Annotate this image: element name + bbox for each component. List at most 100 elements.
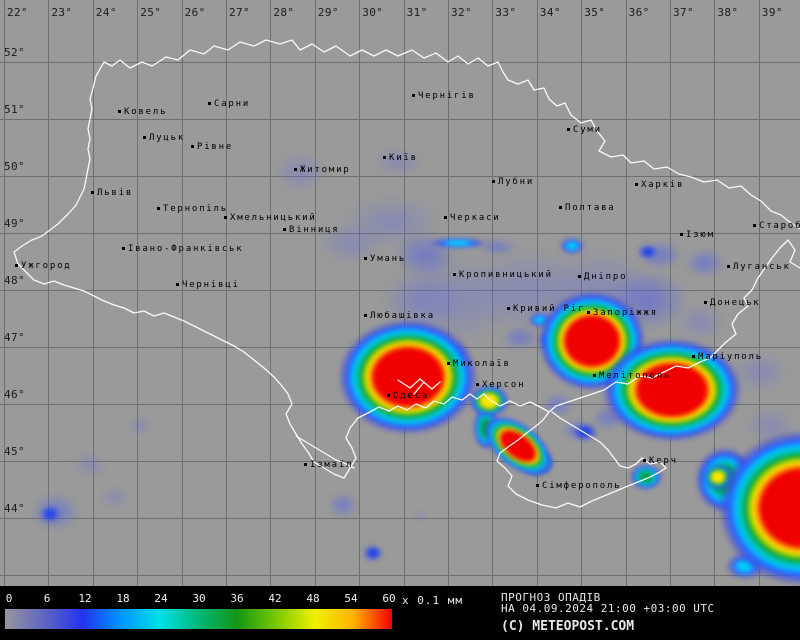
city-label: Вінниця <box>289 225 340 235</box>
meridian-line <box>758 0 760 586</box>
precip-cell-green <box>630 464 662 490</box>
dnipro-estuary-line <box>397 378 441 395</box>
city-dot <box>15 264 18 267</box>
meridian-line <box>359 0 361 586</box>
parallel-line <box>0 461 800 462</box>
longitude-label: 38° <box>717 6 739 19</box>
forecast-title: ПРОГНОЗ ОПАДІВ <box>501 591 601 604</box>
longitude-label: 26° <box>184 6 206 19</box>
precip-cell-blue <box>362 544 384 562</box>
city-label: Миколаїв <box>453 359 511 369</box>
longitude-label: 23° <box>51 6 73 19</box>
city-label: Чернівці <box>182 280 240 290</box>
city-label: Полтава <box>565 203 616 213</box>
city-dot <box>412 94 415 97</box>
scale-tick-label: 60 <box>382 592 396 605</box>
city-label: Дніпро <box>584 272 628 282</box>
longitude-label: 34° <box>539 6 561 19</box>
city-dot <box>118 110 121 113</box>
city-label: Житомир <box>300 165 351 175</box>
country-border-layer <box>13 39 800 509</box>
precip-cell-blue <box>637 244 659 260</box>
city-dot <box>208 102 211 105</box>
meridian-line <box>314 0 316 586</box>
scale-tick-label: 12 <box>78 592 92 605</box>
precip-cell-soft <box>328 493 358 517</box>
meridian-line <box>92 0 94 586</box>
city-label: Маріуполь <box>698 352 763 362</box>
parallel-line <box>0 62 800 63</box>
city-label: Херсон <box>482 380 526 390</box>
meridian-line <box>536 0 538 586</box>
city-label: Суми <box>573 125 602 135</box>
city-label: Чернігів <box>418 91 476 101</box>
city-dot <box>176 283 179 286</box>
city-dot <box>704 301 707 304</box>
latitude-label: 44° <box>4 502 26 515</box>
longitude-label: 37° <box>673 6 695 19</box>
longitude-label: 30° <box>362 6 384 19</box>
precip-cell-red <box>602 338 742 442</box>
longitude-label: 28° <box>273 6 295 19</box>
precip-cell-blue <box>39 505 61 523</box>
scale-tick-label: 42 <box>268 592 282 605</box>
longitude-label: 36° <box>628 6 650 19</box>
city-dot <box>283 228 286 231</box>
forecast-valid-time: НА 04.09.2024 21:00 +03:00 UTC <box>501 602 715 615</box>
city-dot <box>447 362 450 365</box>
longitude-label: 22° <box>7 6 29 19</box>
parallel-line <box>0 119 800 120</box>
precip-cell-faint <box>318 223 382 263</box>
city-label: Сарни <box>214 99 251 109</box>
city-dot <box>643 459 646 462</box>
latitude-label: 47° <box>4 331 26 344</box>
city-label: Львів <box>97 188 134 198</box>
longitude-label: 33° <box>495 6 517 19</box>
city-dot <box>304 463 307 466</box>
meridian-line <box>270 0 272 586</box>
precip-cell-faint <box>380 272 460 328</box>
city-dot <box>143 136 146 139</box>
city-dot <box>567 128 570 131</box>
scale-tick-label: 30 <box>192 592 206 605</box>
city-label: Кропивницький <box>459 270 553 280</box>
meridian-line <box>448 0 449 586</box>
city-label: Лубни <box>498 177 535 187</box>
precip-cell-faint <box>274 152 326 192</box>
city-label: Черкаси <box>450 213 501 223</box>
city-dot <box>578 275 581 278</box>
scale-tick-label: 18 <box>116 592 130 605</box>
copyright-label: (C) METEOPOST.COM <box>501 619 635 634</box>
scale-tick-label: 48 <box>306 592 320 605</box>
precip-cell-cyan <box>559 237 585 255</box>
scale-tick-label: 0 <box>5 592 13 605</box>
city-dot <box>536 484 539 487</box>
city-label: Рівне <box>197 142 234 152</box>
city-label: Ізмаїл <box>310 460 354 470</box>
city-dot <box>191 145 194 148</box>
parallel-line <box>0 176 800 177</box>
city-dot <box>387 394 390 397</box>
precip-cell-faint <box>128 417 152 435</box>
city-dot <box>692 355 695 358</box>
city-dot <box>91 191 94 194</box>
longitude-label: 25° <box>140 6 162 19</box>
city-label: Кривий Ріг <box>513 304 586 314</box>
latitude-label: 45° <box>4 445 26 458</box>
meridian-line <box>226 0 227 586</box>
meridian-line <box>492 0 494 586</box>
city-dot <box>364 257 367 260</box>
precip-cell-cyan <box>428 237 488 249</box>
city-label: Ужгород <box>21 261 72 271</box>
scale-tick-label: 6 <box>43 592 51 605</box>
scale-tick-label: 36 <box>230 592 244 605</box>
longitude-label: 39° <box>761 6 783 19</box>
danube-line <box>295 435 355 469</box>
meridian-line <box>714 0 716 586</box>
precip-cell-faint <box>374 149 422 175</box>
scale-unit-label: x 0.1 мм <box>402 594 463 607</box>
longitude-label: 29° <box>317 6 339 19</box>
meridian-line <box>4 0 5 586</box>
city-label: Керч <box>649 456 678 466</box>
